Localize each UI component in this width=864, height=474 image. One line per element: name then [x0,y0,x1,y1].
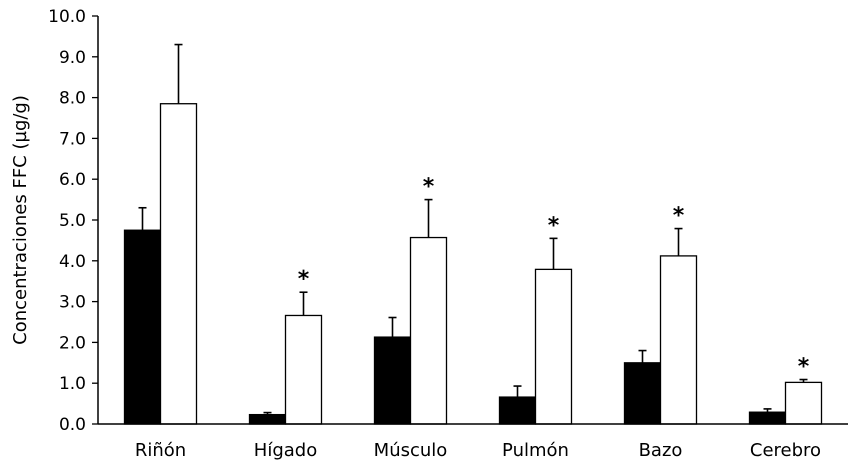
significance-star: * [548,213,560,238]
bar [248,413,287,425]
bar [748,411,787,425]
bar [659,255,698,425]
y-tick-label: 5.0 [59,211,86,231]
significance-star: * [798,355,810,380]
bar [284,314,323,425]
y-tick-label: 3.0 [59,293,86,313]
y-tick-label: 7.0 [59,129,86,149]
y-axis-title: Concentraciones FFC (µg/g) [10,95,31,345]
bar-marks [123,103,823,425]
bar [498,396,537,425]
significance-star: * [673,204,685,229]
y-tick-label: 8.0 [59,89,86,109]
y-tick-label: 1.0 [59,374,86,394]
bar [623,362,662,425]
y-tick-label: 9.0 [59,48,86,68]
y-tick-label: 2.0 [59,333,86,353]
y-tick-label: 0.0 [59,415,86,435]
bar [784,381,823,425]
x-category-label: Músculo [374,440,448,461]
axes [97,16,848,425]
bar [123,229,162,425]
significance-markers: * * * * * [298,175,810,380]
error-bars [138,43,808,415]
x-category-label: Hígado [254,440,317,461]
y-tick-label: 6.0 [59,170,86,190]
bar [373,336,412,425]
x-category-label: Bazo [639,440,683,461]
y-tick-label: 4.0 [59,252,86,272]
significance-star: * [423,175,435,200]
bar [409,236,448,425]
bar [159,103,198,425]
y-axis-ticks: 0.0 1.0 2.0 3.0 4.0 5.0 6.0 7.0 8.0 9.0 10.0 [48,7,98,435]
x-axis-labels: Riñón Hígado Músculo Pulmón Bazo Cerebro [135,440,821,461]
y-tick-label: 10.0 [48,7,86,27]
x-category-label: Cerebro [750,440,821,461]
significance-star: * [298,267,310,292]
x-category-label: Pulmón [502,440,569,461]
x-category-label: Riñón [135,440,186,461]
bar [534,268,573,425]
